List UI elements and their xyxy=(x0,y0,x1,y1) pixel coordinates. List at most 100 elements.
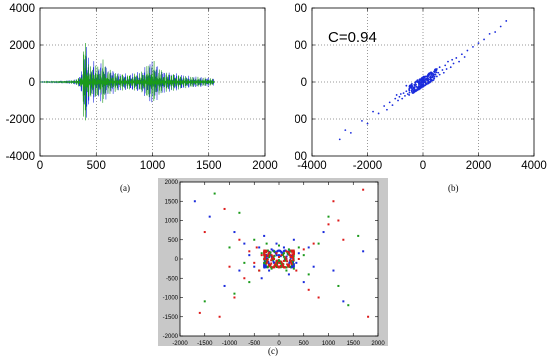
scatter-point xyxy=(429,75,432,78)
x-tick-label: -1000 xyxy=(222,341,238,347)
scatter-point-red xyxy=(253,261,256,264)
scatter-point-red xyxy=(280,260,283,263)
scatter-point-red xyxy=(263,252,266,255)
scatter-point-blue xyxy=(243,242,246,245)
scatter-point xyxy=(410,86,413,89)
scatter-point-red xyxy=(263,250,266,253)
y-tick-label: -1000 xyxy=(163,296,179,302)
scatter-point-red xyxy=(255,246,258,249)
y-tick-label: 1000 xyxy=(165,219,179,225)
panel-label-a: (a) xyxy=(120,183,130,193)
scatter-point-blue xyxy=(267,260,270,263)
scatter-point-red xyxy=(258,269,261,272)
scatter-point-green xyxy=(265,242,268,245)
scatter-point xyxy=(494,31,497,33)
scatter-point-red xyxy=(289,255,292,258)
scatter-point-red xyxy=(292,251,295,254)
x-tick-label: 0 xyxy=(420,160,426,172)
scatter-point-blue xyxy=(292,265,295,268)
scatter-point-red xyxy=(263,253,266,256)
scatter-point-red xyxy=(268,263,271,266)
scatter-point-green xyxy=(203,300,206,303)
scatter-point-green xyxy=(269,251,272,254)
scatter-point-red xyxy=(282,264,285,266)
scatter-point-blue xyxy=(248,254,251,257)
scatter-point-red xyxy=(332,200,335,203)
y-tick-label: 0 xyxy=(301,77,307,89)
scatter-point xyxy=(433,77,436,80)
scatter-point xyxy=(416,81,419,83)
scatter-point-red xyxy=(198,311,201,314)
scatter-point-red xyxy=(270,262,273,265)
scatter-point xyxy=(441,69,444,71)
scatter-point xyxy=(406,93,409,95)
scatter-point-red xyxy=(276,265,279,268)
scatter-point xyxy=(391,104,394,107)
series-line-green xyxy=(39,42,215,121)
scatter-point xyxy=(399,93,402,95)
scatter-point xyxy=(423,84,426,87)
scatter-point xyxy=(388,101,391,104)
chart-b: -4000 -2000 0 2000 4000 -4000 -2000 0 2000 4000 C=… xyxy=(295,3,547,172)
scatter-point-red xyxy=(223,207,226,210)
scatter-point xyxy=(405,90,408,93)
scatter-point-red xyxy=(278,261,280,264)
scatter-point xyxy=(420,85,423,88)
scatter-point-green xyxy=(337,284,340,287)
scatter-point-green xyxy=(278,260,281,263)
scatter-point-blue xyxy=(272,260,275,263)
scatter-point-red xyxy=(297,258,300,260)
scatter-point-blue xyxy=(290,266,293,269)
scatter-point-green xyxy=(282,255,285,258)
scatter-point xyxy=(395,94,398,96)
scatter-point-blue xyxy=(238,269,241,272)
scatter-point xyxy=(435,71,438,74)
scatter-point-red xyxy=(292,257,295,260)
scatter-point xyxy=(413,88,416,91)
x-tick-label: 2000 xyxy=(252,160,278,172)
scatter-point-red xyxy=(287,251,290,254)
chart-c: -2000 -1500 -1000 -500 0 500 1000 1500 2000 -2000… xyxy=(158,178,388,347)
scatter-point-red xyxy=(292,259,295,262)
scatter-point xyxy=(451,58,454,61)
scatter-point-green xyxy=(307,273,310,276)
x-tick-label: -4000 xyxy=(297,160,326,172)
scatter-point-green xyxy=(267,265,270,268)
scatter-point-red xyxy=(271,255,274,258)
x-tick-label: 2000 xyxy=(371,341,385,347)
scatter-point-red xyxy=(290,263,293,266)
scatter-point xyxy=(372,110,374,113)
scatter-point-green xyxy=(280,263,283,266)
plot-area xyxy=(179,181,379,337)
scatter-point-red xyxy=(243,277,246,280)
scatter-point-blue xyxy=(270,248,273,251)
scatter-point-red xyxy=(260,254,263,257)
scatter-point-red xyxy=(290,261,293,264)
scatter-point-red xyxy=(286,260,289,263)
scatter-point-blue xyxy=(295,261,298,264)
scatter-point-red xyxy=(286,263,289,266)
scatter-point xyxy=(412,92,415,94)
scatter-point xyxy=(426,74,429,77)
scatter-point xyxy=(452,62,455,65)
scatter-point xyxy=(447,60,449,63)
scatter-point xyxy=(437,71,440,74)
scatter-point xyxy=(431,75,434,78)
scatter-point-blue xyxy=(287,273,290,276)
scatter-point-red xyxy=(203,231,206,234)
scatter-point-green xyxy=(290,259,293,262)
x-tick-label: 500 xyxy=(299,341,310,347)
scatter-point-blue xyxy=(279,255,282,258)
scatter-point xyxy=(421,81,424,84)
scatter-point-red xyxy=(266,258,269,261)
scatter-point-red xyxy=(275,252,278,255)
scatter-point-red xyxy=(266,260,269,263)
x-tick-label: 1500 xyxy=(347,341,361,347)
x-tick-label: 1500 xyxy=(196,160,222,172)
scatter-point-green xyxy=(282,252,285,255)
scatter-point-blue xyxy=(267,262,270,265)
y-tick-label: -4000 xyxy=(6,151,35,163)
scatter-point-blue xyxy=(274,251,277,254)
scatter-point-blue xyxy=(281,251,284,254)
scatter-point-green xyxy=(347,304,350,307)
